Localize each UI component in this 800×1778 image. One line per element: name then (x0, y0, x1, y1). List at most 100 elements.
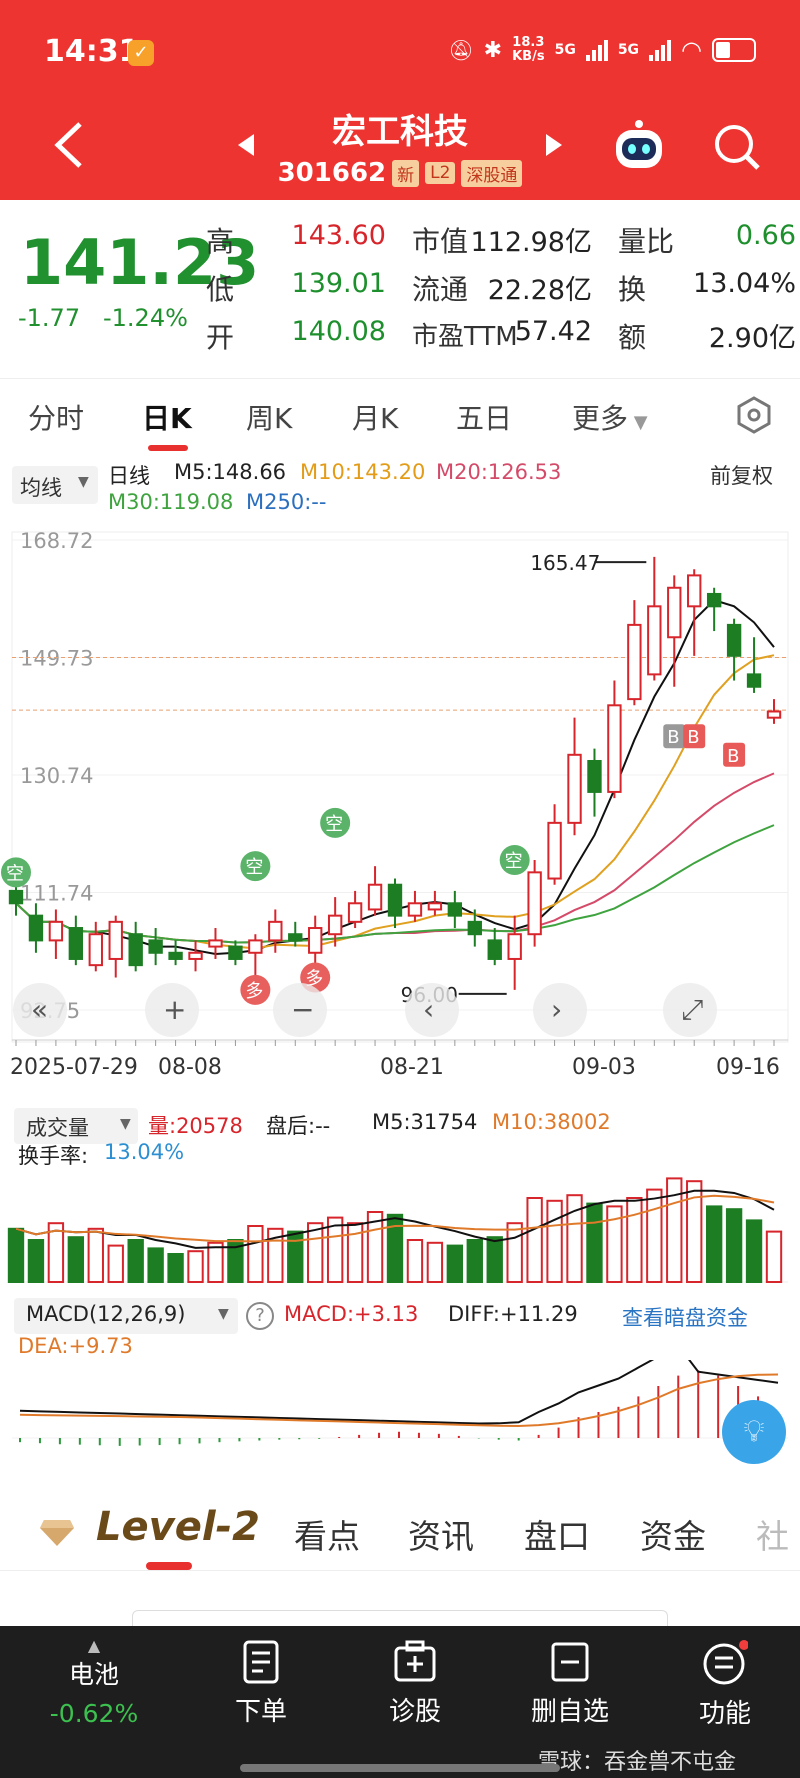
next-stock-icon[interactable] (544, 132, 564, 158)
adjust-mode[interactable]: 前复权 (710, 464, 773, 488)
tab-monthly-k[interactable]: 月K (352, 402, 399, 435)
volume-bar (506, 1222, 523, 1283)
chart-control-button[interactable]: ⤢ (663, 983, 717, 1037)
chart-control-button[interactable]: ‹ (405, 983, 459, 1037)
ma250-value: M250:-- (246, 490, 327, 514)
candle-body (128, 933, 143, 967)
turnover-value: 13.04% (104, 1140, 185, 1164)
volume-chart[interactable] (0, 1170, 800, 1288)
vr-label: 量比 (618, 225, 675, 258)
order-icon (243, 1640, 279, 1684)
header-bar: 14:31 ✓ 🔕︎ ✱ 18.3 KB/s 5G 5G ◠ 宏工科技 30166… (0, 0, 800, 200)
candle-body (527, 871, 542, 936)
period-tabs: 分时 日K 周K 月K 五日 更多 ▼ (0, 378, 800, 451)
app-notify-icon: ✓ (128, 40, 154, 66)
ma-selector[interactable]: 均线 ▼ (12, 466, 98, 504)
x-tick-label: 08-08 (158, 1055, 222, 1080)
tag-new: 新 (392, 159, 420, 187)
index-ticker[interactable]: ▲ 电池 -0.62% (44, 1636, 144, 1728)
tab-five-day[interactable]: 五日 (456, 402, 513, 435)
candle-body (547, 821, 562, 880)
volume-bar (406, 1239, 424, 1283)
help-icon[interactable]: ? (246, 1302, 274, 1330)
diff-value: DIFF:+11.29 (448, 1302, 578, 1326)
candle-body (8, 889, 24, 905)
tab-intraday[interactable]: 分时 (28, 402, 85, 435)
macd-selector[interactable]: MACD(12,26,9) ▼ (14, 1298, 238, 1334)
nav-order[interactable]: 下单 (216, 1640, 306, 1728)
battery-icon (712, 38, 756, 62)
last-price: 141.23 (20, 226, 260, 299)
vol-m10-value: M10:38002 (492, 1110, 611, 1134)
x-tick-label: 2025-07-29 (10, 1055, 138, 1080)
diagnose-icon (394, 1640, 436, 1682)
volume-bar (486, 1236, 503, 1283)
volume-selector[interactable]: 成交量 ▼ (14, 1108, 138, 1144)
chart-frame (11, 531, 789, 1043)
volume-bar (566, 1194, 583, 1284)
kong-marker (499, 844, 530, 875)
tab-community[interactable]: 社 (756, 1517, 789, 1556)
kong-marker-text: 空 (325, 814, 343, 835)
volume-bar (765, 1230, 783, 1283)
float-label: 流通 (412, 273, 469, 306)
tab-level2[interactable]: Level-2 (96, 1504, 260, 1550)
net-speed: 18.3 KB/s (512, 35, 545, 64)
content-card (132, 1610, 668, 1630)
control-icon: « (31, 993, 48, 1026)
chart-control-button[interactable]: + (145, 983, 199, 1037)
robot-assistant-icon[interactable] (610, 118, 668, 174)
volume-bar (107, 1244, 124, 1283)
kline-chart[interactable]: 168.72149.73130.74111.7492.75165.4796.00… (0, 520, 800, 1090)
tab-weekly-k[interactable]: 周K (246, 402, 293, 435)
tab-daily-k[interactable]: 日K (142, 402, 192, 435)
info-tabs: Level-2 看点 资讯 盘口 资金 社 (0, 1484, 800, 1570)
candle-body (766, 710, 782, 719)
menu-icon (703, 1640, 749, 1685)
chart-control-button[interactable]: − (273, 983, 327, 1037)
dea-value: DEA:+9.73 (18, 1334, 133, 1358)
tab-news[interactable]: 资讯 (408, 1517, 474, 1556)
nav-diagnose[interactable]: 诊股 (370, 1640, 460, 1728)
candle-body (168, 951, 183, 960)
dark-pool-link[interactable]: 查看暗盘资金 (622, 1306, 748, 1330)
candle-body (627, 623, 642, 701)
candle-body (88, 933, 103, 967)
lightbulb-icon[interactable]: 💡︎ (722, 1400, 786, 1464)
divider (0, 1570, 800, 1571)
candle-body (228, 945, 243, 960)
back-icon[interactable] (52, 120, 86, 170)
amt-label: 额 (618, 321, 647, 354)
watermark: 雪球：吞金兽不屯金 (538, 1750, 737, 1775)
tab-orderbook[interactable]: 盘口 (524, 1517, 590, 1556)
tab-funds[interactable]: 资金 (640, 1517, 706, 1556)
nav-functions[interactable]: 功能 (680, 1640, 770, 1730)
after-hours-value: 盘后:-- (266, 1114, 331, 1138)
bottom-nav: ▲ 电池 -0.62% 下单 诊股 删自选 功能 雪球：吞金兽不屯金 (0, 1626, 800, 1778)
volume-bar (47, 1222, 65, 1283)
duo-marker-text: 多 (305, 969, 323, 990)
tab-highlights[interactable]: 看点 (294, 1517, 360, 1556)
ma-period: 日线 (108, 464, 150, 488)
macd-chart[interactable] (0, 1360, 800, 1470)
chart-control-button[interactable]: « (13, 983, 67, 1037)
kong-marker (240, 851, 271, 882)
tag-l2: L2 (425, 162, 456, 184)
nav-remove-watch[interactable]: 删自选 (520, 1640, 620, 1728)
prev-stock-icon[interactable] (236, 132, 256, 158)
volume-bar (227, 1239, 244, 1283)
tab-more[interactable]: 更多 ▼ (572, 402, 648, 435)
volume-bar (426, 1241, 444, 1284)
low-value: 139.01 (291, 268, 386, 299)
candle-body (288, 933, 303, 942)
search-icon[interactable] (712, 122, 762, 172)
volume-bar (745, 1219, 763, 1283)
ma30-value: M30:119.08 (108, 490, 234, 514)
turnover-label: 换手率: (18, 1144, 89, 1168)
control-circle (13, 983, 67, 1037)
settings-hex-icon[interactable] (734, 395, 774, 435)
chart-control-button[interactable]: › (533, 983, 587, 1037)
candle-body (726, 623, 742, 657)
volume-bar (87, 1227, 104, 1283)
vr-value: 0.66 (735, 220, 796, 251)
